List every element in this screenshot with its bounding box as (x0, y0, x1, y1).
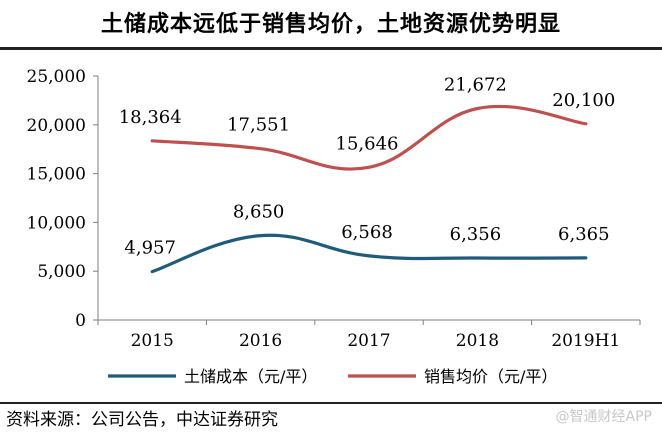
watermark: @智通财经APP (555, 409, 652, 425)
line-chart: 0 5,000 10,000 15,000 20,000 25,000 2015 2016 20… (27, 67, 641, 386)
series-layer (150, 104, 588, 274)
data-label: 6,356 (450, 224, 502, 245)
y-tick-label: 0 (75, 311, 86, 331)
data-labels: 4,957 8,650 6,568 6,356 6,365 18,364 17,551 15,… (119, 74, 616, 258)
data-label: 6,365 (558, 224, 610, 245)
x-tick-label: 2017 (347, 331, 390, 351)
y-tick-label: 15,000 (27, 165, 86, 185)
legend-label-1: 土储成本（元/平） (184, 367, 317, 386)
data-label: 4,957 (124, 238, 176, 259)
x-tick-label: 2018 (456, 331, 499, 351)
source-rule (0, 402, 662, 404)
data-label: 15,646 (336, 133, 399, 154)
data-label: 21,672 (444, 74, 507, 95)
data-label: 8,650 (233, 202, 285, 223)
x-tick-label: 2016 (239, 331, 282, 351)
axes: 0 5,000 10,000 15,000 20,000 25,000 2015 2016 20… (27, 67, 641, 351)
y-tick-label: 10,000 (27, 213, 86, 233)
data-label: 20,100 (552, 90, 615, 111)
series-line-1 (150, 233, 588, 274)
legend-label-2: 销售均价（元/平） (424, 367, 557, 386)
x-tick-label: 2015 (131, 331, 174, 351)
series-line-2 (150, 104, 588, 171)
data-label: 18,364 (119, 107, 182, 128)
y-tick-label: 5,000 (37, 262, 86, 282)
title-rule (0, 47, 662, 50)
data-label: 6,568 (341, 222, 393, 243)
chart-title: 土储成本远低于销售均价，土地资源优势明显 (100, 12, 561, 37)
data-label: 17,551 (227, 115, 290, 136)
y-tick-label: 20,000 (27, 116, 86, 136)
legend: 土储成本（元/平） 销售均价（元/平） (108, 367, 557, 386)
source-note: 资料来源：公司公告，中达证券研究 (6, 410, 278, 430)
y-tick-label: 25,000 (27, 67, 86, 87)
x-tick-label: 2019H1 (551, 331, 620, 351)
